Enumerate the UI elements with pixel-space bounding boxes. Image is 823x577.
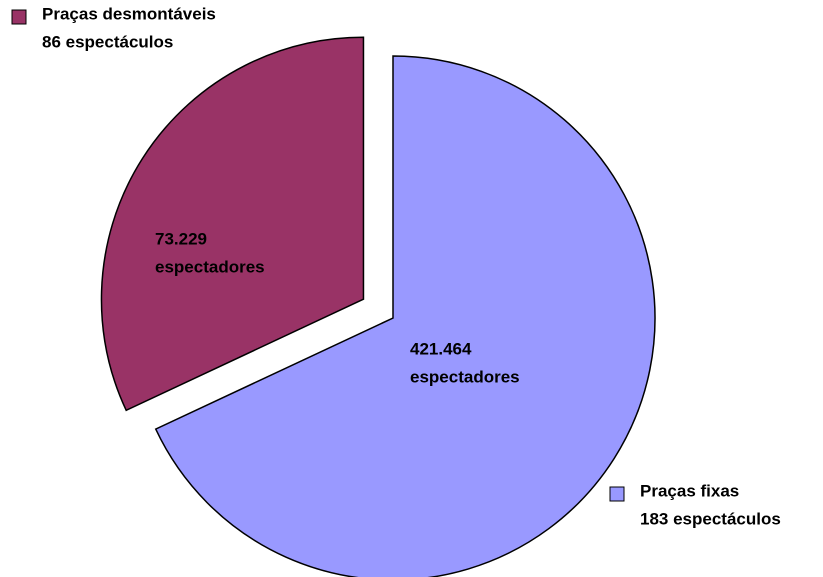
data-label-unit: espectadores — [410, 367, 520, 386]
data-label: 73.229 — [155, 229, 207, 248]
legend-label: Praças desmontáveis — [42, 4, 216, 23]
pie-slice — [100, 36, 365, 412]
pie-slice — [154, 55, 656, 577]
legend-count: 86 espectáculos — [42, 32, 173, 51]
legend-count: 183 espectáculos — [640, 509, 781, 528]
legend-swatch — [11, 9, 27, 25]
legend-label: Praças fixas — [640, 481, 739, 500]
data-label: 421.464 — [410, 339, 472, 358]
data-label-unit: espectadores — [155, 257, 265, 276]
legend-swatch — [609, 486, 625, 502]
